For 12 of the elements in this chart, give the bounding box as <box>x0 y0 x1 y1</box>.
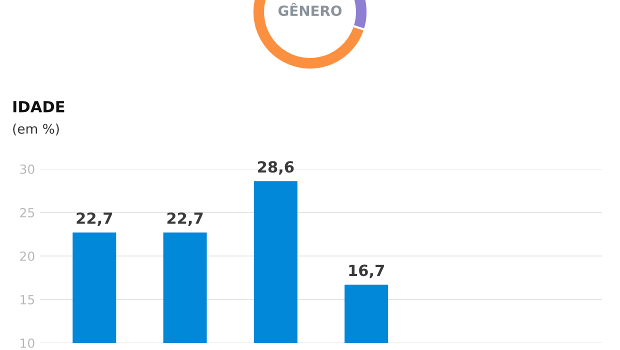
data-label: 22,7 <box>76 212 112 226</box>
y-tick-label: 30 <box>20 164 34 174</box>
y-tick-label: 15 <box>20 295 34 304</box>
data-label: 22,7 <box>167 212 203 226</box>
chart-subtitle: (em %) <box>13 124 59 136</box>
y-tick-label: 10 <box>20 338 34 348</box>
chart-title: GÊNERO <box>278 2 342 16</box>
data-label: 28,6 <box>258 161 294 175</box>
data-label: 16,7 <box>349 264 384 278</box>
y-tick-label: 20 <box>20 251 34 261</box>
y-tick-label: 25 <box>20 208 34 218</box>
chart-title: IDADE <box>13 101 64 112</box>
